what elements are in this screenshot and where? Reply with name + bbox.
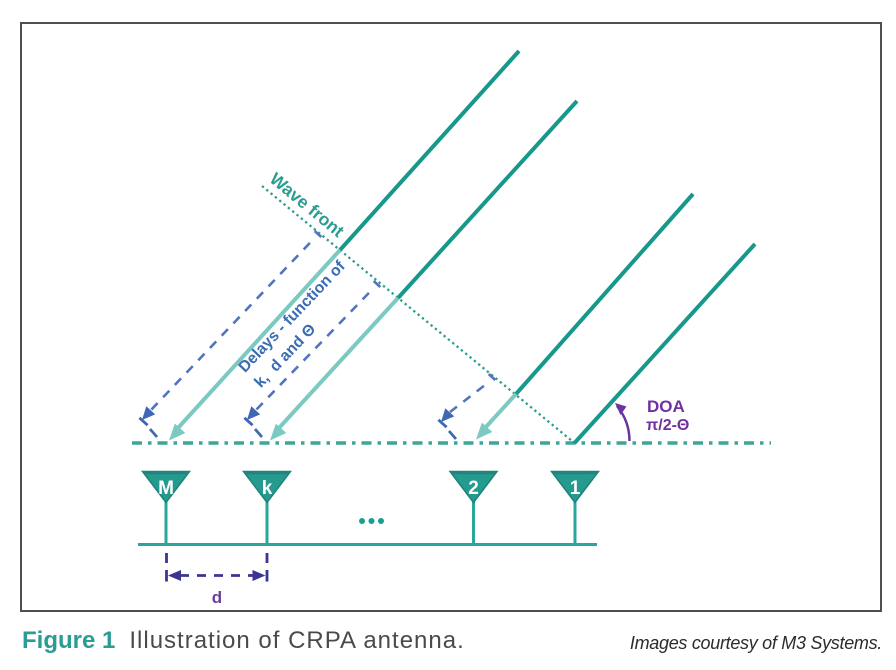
svg-text:d: d [212,588,222,607]
svg-text:1: 1 [570,478,581,499]
svg-text:Wave front: Wave front [266,169,348,242]
svg-text:2: 2 [468,478,479,499]
svg-text:M: M [158,478,174,499]
svg-text:DOA: DOA [647,397,685,416]
svg-text:π/2-Θ: π/2-Θ [646,417,689,434]
svg-text:k: k [262,478,273,499]
